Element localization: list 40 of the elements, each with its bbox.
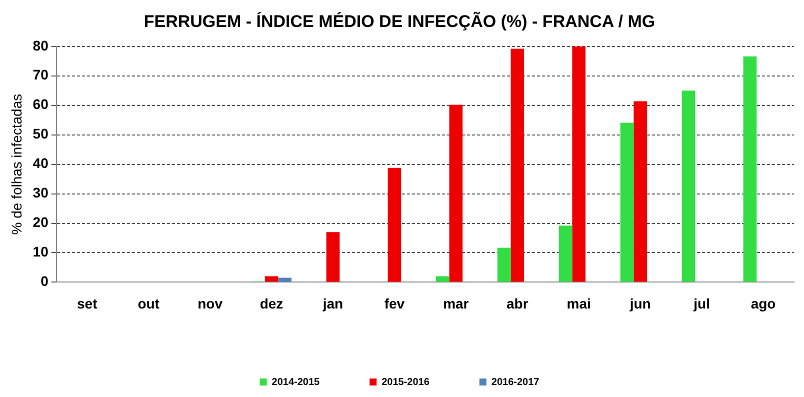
x-tick-label: out bbox=[138, 295, 160, 312]
bar bbox=[388, 168, 402, 282]
bar bbox=[449, 104, 463, 282]
bar bbox=[558, 226, 572, 282]
x-tick-label: jan bbox=[322, 295, 344, 312]
x-tick-label: ago bbox=[750, 295, 776, 312]
y-tick-label: 80 bbox=[32, 37, 49, 54]
y-tick-label: 0 bbox=[40, 273, 49, 290]
y-tick-label: 20 bbox=[32, 214, 49, 230]
x-tick-label: nov bbox=[198, 295, 223, 312]
y-tick-label: 60 bbox=[32, 96, 49, 112]
y-tick-label: 30 bbox=[32, 184, 49, 201]
legend-label: 2015-2016 bbox=[382, 376, 430, 388]
x-tick-label: set bbox=[76, 295, 98, 312]
bar bbox=[572, 46, 586, 282]
x-tick-label: abr bbox=[506, 295, 529, 312]
x-tick-label: mar bbox=[443, 295, 470, 312]
bar bbox=[510, 48, 524, 282]
chart-title: FERRUGEM - ÍNDICE MÉDIO DE INFECÇÃO (%) - FRANCA / MG bbox=[144, 10, 656, 31]
bar bbox=[743, 56, 757, 282]
y-tick-label: 40 bbox=[32, 155, 49, 172]
bar bbox=[278, 278, 292, 282]
y-tick-label: 50 bbox=[32, 126, 49, 142]
bar bbox=[634, 101, 647, 282]
legend-label: 2016-2017 bbox=[491, 376, 540, 388]
bar bbox=[264, 276, 278, 282]
legend-label: 2014-2015 bbox=[272, 376, 320, 388]
x-tick-label: jun bbox=[628, 295, 651, 312]
y-tick-label: 70 bbox=[32, 66, 49, 83]
bar bbox=[682, 90, 696, 282]
x-tick-label: fev bbox=[384, 295, 405, 312]
bar bbox=[620, 122, 634, 282]
x-tick-label: dez bbox=[260, 295, 284, 312]
bar bbox=[326, 232, 340, 282]
bar bbox=[497, 248, 511, 282]
y-tick-label: 10 bbox=[32, 244, 49, 260]
x-tick-label: jul bbox=[692, 295, 710, 312]
x-tick-label: mai bbox=[566, 295, 591, 312]
bar bbox=[436, 276, 450, 282]
y-axis-title: % de folhas infectadas bbox=[8, 94, 24, 235]
